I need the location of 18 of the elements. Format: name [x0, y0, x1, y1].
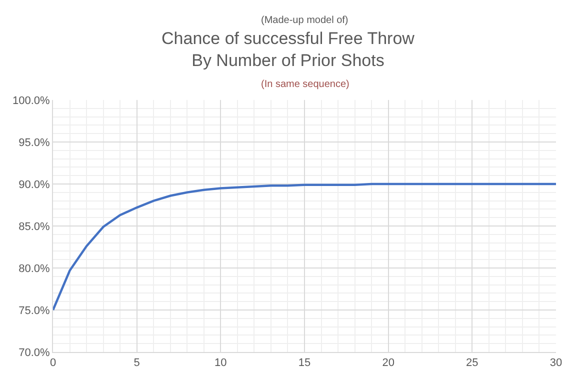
x-tick-label: 25	[466, 357, 478, 370]
y-tick-label: 100.0%	[12, 94, 50, 107]
y-tick-label: 75.0%	[18, 304, 50, 317]
x-tick-label: 10	[214, 357, 227, 370]
x-tick-label: 15	[298, 357, 311, 370]
text: (Made-up model of)	[261, 15, 348, 26]
x-tick-label: 0	[50, 357, 56, 370]
y-tick-label: 85.0%	[18, 220, 50, 233]
line-series	[53, 182, 556, 312]
y-tick-label: 95.0%	[18, 136, 50, 149]
text: (In same sequence)	[261, 79, 350, 90]
y-tick-label: 70.0%	[18, 346, 50, 359]
x-tick-label: 20	[382, 357, 394, 370]
y-tick-label: 80.0%	[18, 262, 50, 275]
chart-title: Chance of successful Free Throw By Number of Prior Shots	[162, 28, 416, 70]
x-tick-label: 30	[550, 357, 562, 370]
y-tick-label: 90.0%	[18, 178, 50, 191]
x-tick-label: 5	[134, 357, 140, 370]
